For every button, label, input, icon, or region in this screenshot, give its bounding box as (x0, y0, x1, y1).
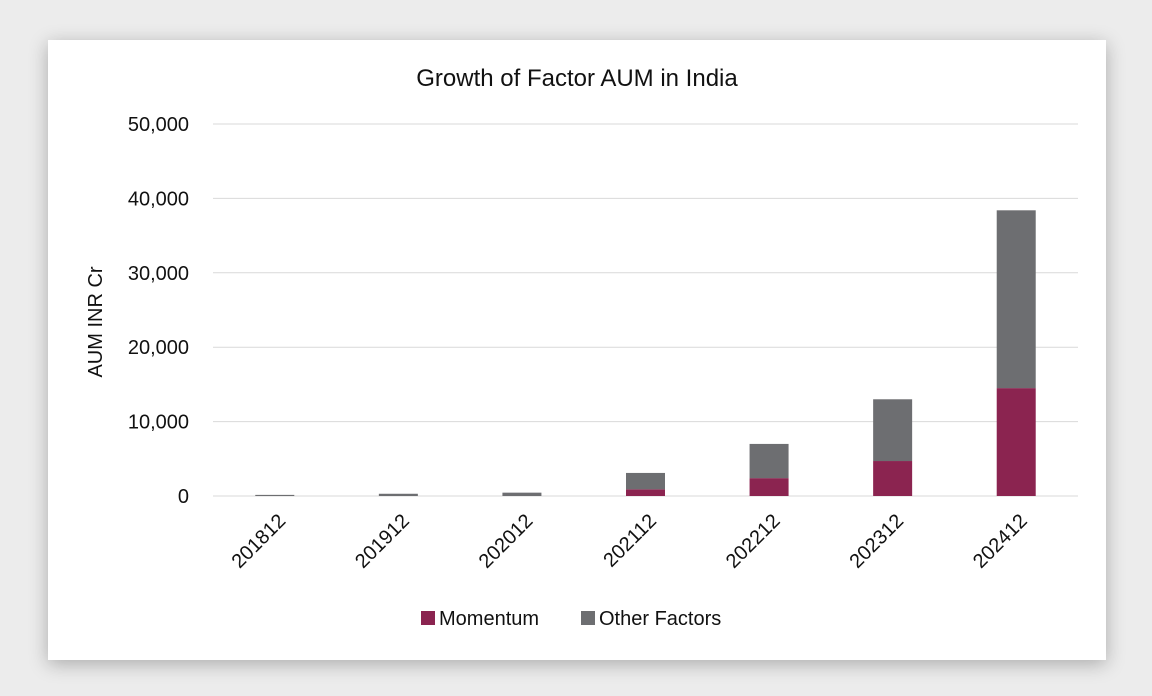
bar-other-factors (626, 472, 665, 490)
y-axis-label: AUM INR Cr (85, 266, 107, 377)
x-tick-label: 202412 (969, 510, 1032, 573)
bar-other-factors (378, 493, 418, 496)
legend: Momentum Other Factors (421, 608, 721, 630)
bar-momentum (749, 478, 789, 496)
y-tick-label: 10,000 (128, 412, 189, 434)
bar-other-factors (873, 399, 913, 462)
y-tick-label: 30,000 (128, 263, 189, 285)
chart-card: Growth of Factor AUM in India AUM INR Cr… (48, 40, 1106, 660)
x-tick-label: 201812 (228, 510, 291, 573)
legend-label: Momentum (439, 608, 539, 630)
stacked-bar-chart: Growth of Factor AUM in India AUM INR Cr… (85, 65, 1078, 630)
gridlines (213, 123, 1078, 497)
bar-other-factors (749, 443, 789, 479)
y-axis-ticks: 0 10,000 20,000 30,000 40,000 50,000 (128, 114, 189, 508)
bar-momentum (873, 461, 913, 496)
y-tick-label: 0 (178, 486, 189, 508)
x-tick-label: 202112 (599, 510, 661, 572)
legend-label: Other Factors (599, 608, 721, 630)
bar-other-factors (996, 210, 1036, 389)
x-tick-label: 202312 (845, 510, 908, 573)
y-tick-label: 50,000 (128, 114, 189, 136)
bars (255, 210, 1036, 496)
legend-swatch (421, 611, 435, 625)
bar-other-factors (255, 494, 295, 496)
bar-momentum (626, 489, 665, 496)
x-tick-label: 201912 (351, 510, 414, 573)
legend-swatch (581, 611, 595, 625)
x-axis-ticks: 201812 201912 202012 202112 202212 202312 2024… (228, 510, 1032, 573)
bar-momentum (996, 388, 1036, 496)
chart-title: Growth of Factor AUM in India (416, 65, 738, 92)
bar-other-factors (502, 492, 542, 496)
y-tick-label: 20,000 (128, 337, 189, 359)
y-tick-label: 40,000 (128, 188, 189, 210)
x-tick-label: 202012 (475, 510, 538, 573)
x-tick-label: 202212 (722, 510, 785, 573)
